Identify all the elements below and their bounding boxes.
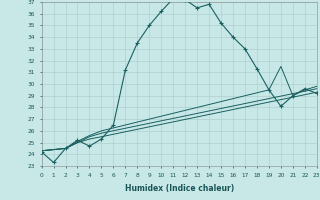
X-axis label: Humidex (Indice chaleur): Humidex (Indice chaleur) [124, 184, 234, 192]
